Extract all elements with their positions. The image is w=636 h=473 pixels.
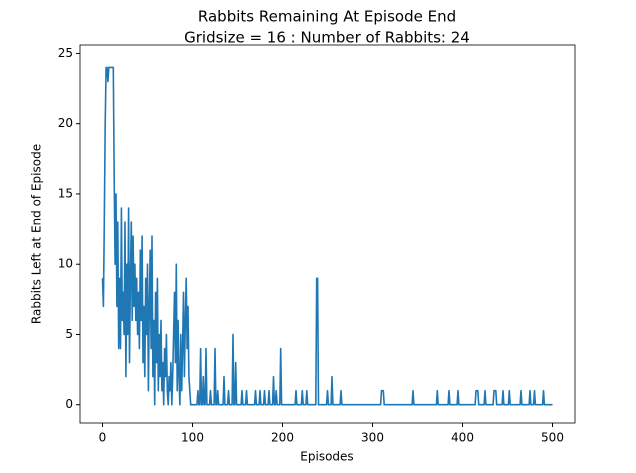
x-tick-label: 400 [451,431,474,445]
y-tick-label: 10 [58,257,73,271]
y-tick-label: 20 [58,116,73,130]
x-tick-label: 300 [361,431,384,445]
x-tick-label: 200 [271,431,294,445]
y-tick-label: 5 [65,327,73,341]
x-tick-label: 500 [541,431,564,445]
plot-frame [79,44,576,424]
y-tick-label: 0 [65,397,73,411]
data-line [101,66,553,406]
x-tick-label: 100 [181,431,204,445]
y-tick-label: 15 [58,186,73,200]
y-axis-label: Rabbits Left at End of Episode [30,144,44,324]
x-tick-label: 0 [99,431,107,445]
x-axis-label: Episodes [300,450,353,464]
y-tick-label: 25 [58,46,73,60]
chart-title: Rabbits Remaining At Episode End [198,8,456,26]
chart-subtitle: Gridsize = 16 : Number of Rabbits: 24 [184,29,470,47]
